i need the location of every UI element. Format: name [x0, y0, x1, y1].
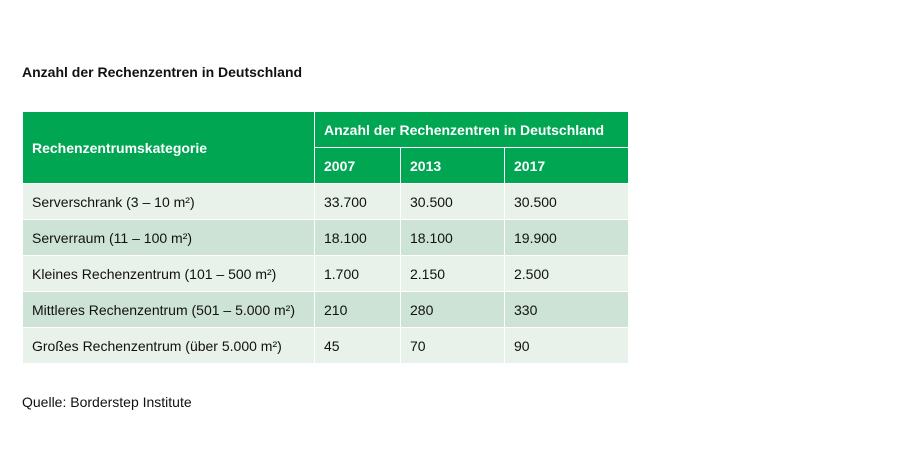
- year-header-2013: 2013: [400, 147, 505, 184]
- data-center-table: Rechenzentrumskategorie Anzahl der Reche…: [22, 111, 629, 364]
- category-cell: Großes Rechenzentrum (über 5.000 m²): [22, 327, 315, 364]
- value-cell: 280: [400, 291, 505, 328]
- value-cell: 30.500: [504, 183, 629, 220]
- category-column-header: Rechenzentrumskategorie: [22, 111, 315, 184]
- value-cell: 330: [504, 291, 629, 328]
- source-note: Quelle: Borderstep Institute: [22, 394, 192, 410]
- table-row: Serverschrank (3 – 10 m²) 33.700 30.500 …: [22, 183, 629, 220]
- value-cell: 19.900: [504, 219, 629, 256]
- value-cell: 210: [314, 291, 401, 328]
- value-cell: 18.100: [314, 219, 401, 256]
- value-cell: 30.500: [400, 183, 505, 220]
- year-header-row: 2007 2013 2017: [23, 147, 629, 184]
- category-cell: Serverraum (11 – 100 m²): [22, 219, 315, 256]
- page-title: Anzahl der Rechenzentren in Deutschland: [22, 64, 303, 80]
- table-row: Serverraum (11 – 100 m²) 18.100 18.100 1…: [22, 219, 629, 256]
- value-cell: 70: [400, 327, 505, 364]
- count-group-header: Anzahl der Rechenzentren in Deutschland: [314, 111, 629, 148]
- value-cell: 2.500: [504, 255, 629, 292]
- category-cell: Kleines Rechenzentrum (101 – 500 m²): [22, 255, 315, 292]
- category-cell: Mittleres Rechenzentrum (501 – 5.000 m²): [22, 291, 315, 328]
- table-row: Kleines Rechenzentrum (101 – 500 m²) 1.7…: [22, 255, 629, 292]
- year-header-2007: 2007: [314, 147, 401, 184]
- table-row: Mittleres Rechenzentrum (501 – 5.000 m²)…: [22, 291, 629, 328]
- value-cell: 18.100: [400, 219, 505, 256]
- value-cell: 45: [314, 327, 401, 364]
- table-header-row: Rechenzentrumskategorie Anzahl der Reche…: [22, 111, 629, 184]
- category-cell: Serverschrank (3 – 10 m²): [22, 183, 315, 220]
- year-header-2017: 2017: [504, 147, 629, 184]
- value-cell: 1.700: [314, 255, 401, 292]
- table-row: Großes Rechenzentrum (über 5.000 m²) 45 …: [22, 327, 629, 364]
- value-cell: 33.700: [314, 183, 401, 220]
- value-cell: 90: [504, 327, 629, 364]
- value-cell: 2.150: [400, 255, 505, 292]
